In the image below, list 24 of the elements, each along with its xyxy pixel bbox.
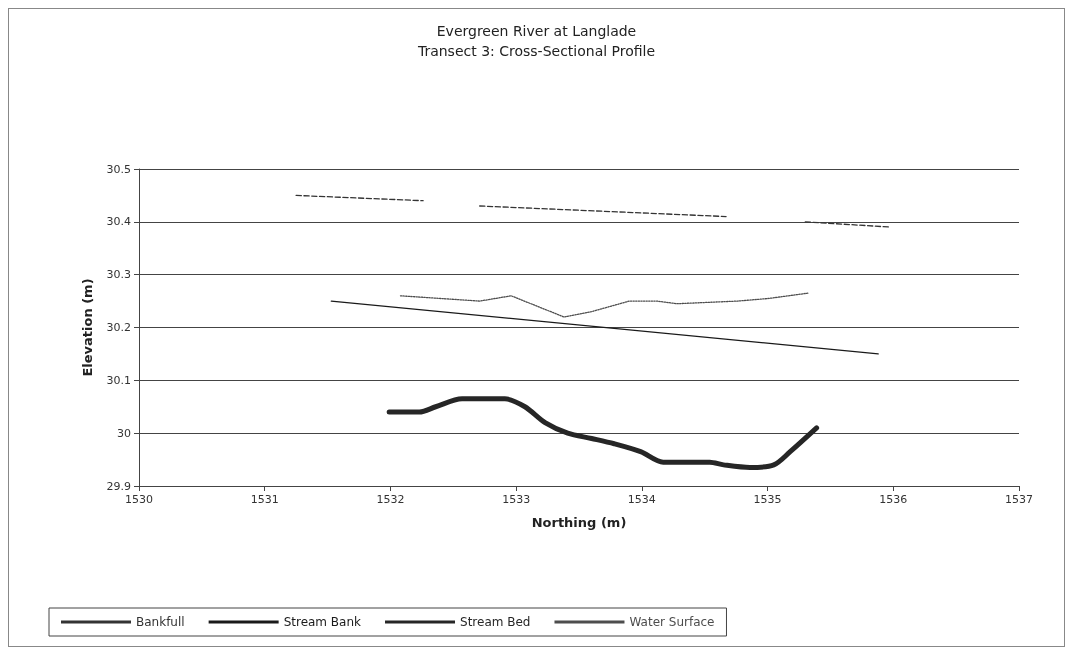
x-tick-label: 1535 (753, 493, 782, 506)
x-axis-title: Northing (m) (531, 515, 627, 530)
text: Stream Bed (460, 615, 531, 629)
y-tick-label: 30.4 (106, 215, 131, 229)
x-tick-label: 1536 (879, 493, 908, 506)
y-tick-label: 29.9 (106, 479, 131, 493)
x-tick-label: 1531 (250, 493, 279, 506)
y-tick-label: 30.2 (106, 321, 131, 334)
chart-subtitle: Transect 3: Cross-Sectional Profile (416, 43, 656, 59)
y-tick-label: 30.1 (106, 373, 131, 387)
text: Stream Bank (283, 615, 362, 629)
x-tick-label: 1530 (125, 493, 153, 506)
text: Water Surface (629, 615, 715, 629)
x-tick-label: 1532 (376, 493, 405, 506)
x-tick-label: 1534 (627, 493, 656, 506)
y-tick-label: 30 (117, 426, 131, 440)
y-tick-label: 30.5 (106, 162, 131, 176)
text: Bankfull (136, 615, 185, 629)
x-tick-label: 1533 (502, 493, 531, 506)
y-axis-title: Elevation (m) (80, 278, 95, 377)
x-tick-label: 1537 (1005, 493, 1033, 506)
y-tick-label: 30.3 (106, 268, 131, 282)
line-series (399, 292, 809, 318)
chart-title: Evergreen River at Langlade (436, 23, 637, 39)
